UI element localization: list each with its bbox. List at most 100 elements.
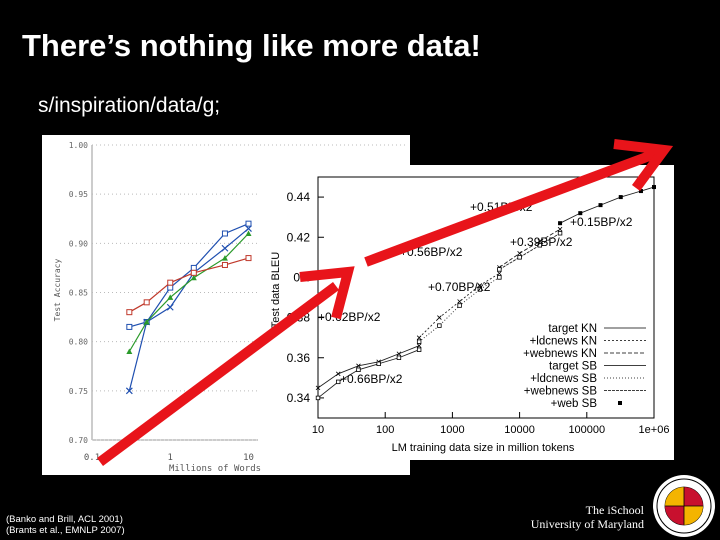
accuracy-ylabel: Test Accuracy bbox=[53, 259, 62, 322]
bleu-x-tick: 1000 bbox=[440, 424, 464, 436]
bleu-series-line bbox=[317, 345, 420, 389]
bleu-point bbox=[336, 379, 341, 385]
bleu-point bbox=[437, 323, 442, 328]
bleu-point bbox=[578, 211, 583, 216]
bleu-point bbox=[537, 243, 543, 248]
bleu-ylabel: Test data BLEU bbox=[270, 252, 282, 328]
bleu-y-tick: 0.34 bbox=[287, 391, 311, 405]
accuracy-x-tick: 0.1 bbox=[84, 453, 100, 463]
bleu-point bbox=[416, 343, 422, 348]
bleu-x-tick: 100 bbox=[376, 424, 394, 436]
bleu-annotation: +0.62BP/x2 bbox=[318, 310, 381, 324]
bleu-point bbox=[598, 203, 603, 208]
bleu-annotation: +0.39BP/x2 bbox=[510, 235, 573, 249]
accuracy-point bbox=[167, 284, 174, 291]
bleu-point bbox=[537, 238, 543, 244]
slide-subtitle: s/inspiration/data/g; bbox=[38, 94, 221, 117]
red-arrows bbox=[97, 139, 674, 467]
accuracy-series-line bbox=[128, 233, 249, 352]
accuracy-point bbox=[143, 319, 150, 325]
bleu-point bbox=[396, 351, 402, 357]
accuracy-point bbox=[126, 309, 133, 316]
accuracy-x-tick: 1 bbox=[168, 453, 173, 463]
bleu-point bbox=[558, 221, 563, 226]
accuracy-y-tick: 0.90 bbox=[69, 239, 88, 248]
bleu-point bbox=[315, 395, 321, 401]
bleu-point bbox=[497, 271, 502, 276]
bleu-legend-marker bbox=[618, 401, 622, 405]
accuracy-point bbox=[143, 299, 150, 306]
citation-line-2: (Brants et al., EMNLP 2007) bbox=[6, 525, 125, 536]
bleu-point bbox=[416, 335, 422, 340]
citation-block: (Banko and Brill, ACL 2001) (Brants et a… bbox=[6, 514, 125, 536]
accuracy-point bbox=[167, 294, 174, 300]
accuracy-point bbox=[190, 274, 197, 281]
bleu-point bbox=[497, 275, 502, 280]
bleu-legend-label: target SB bbox=[549, 361, 597, 373]
bleu-legend-label: +ldcnews KN bbox=[530, 336, 597, 348]
bleu-legend-label: +web SB bbox=[551, 398, 598, 410]
bleu-point bbox=[376, 361, 381, 366]
accuracy-point bbox=[245, 225, 252, 233]
bleu-legend-label: +webnews SB bbox=[524, 386, 598, 398]
bleu-point bbox=[652, 185, 656, 190]
bleu-series-line bbox=[499, 232, 561, 270]
bleu-point bbox=[437, 315, 442, 320]
accuracy-y-tick: 0.85 bbox=[69, 289, 88, 298]
accuracy-point bbox=[126, 323, 133, 330]
bleu-point bbox=[477, 283, 483, 288]
accuracy-point bbox=[126, 348, 133, 354]
bleu-annotation: +0.70BP/x2 bbox=[428, 280, 491, 294]
bleu-x-tick: 10 bbox=[312, 424, 324, 436]
bleu-point bbox=[416, 339, 422, 344]
bleu-y-tick: 0.42 bbox=[287, 230, 311, 244]
bleu-point bbox=[457, 303, 462, 308]
accuracy-point bbox=[190, 264, 197, 271]
accuracy-x-tick: 10 bbox=[243, 453, 254, 463]
bleu-point bbox=[517, 251, 522, 256]
bleu-annotation: +0.66BP/x2 bbox=[340, 372, 403, 386]
accuracy-y-tick: 0.95 bbox=[69, 190, 88, 199]
bleu-x-tick: 10000 bbox=[504, 424, 535, 436]
bleu-point bbox=[335, 371, 341, 377]
accuracy-point bbox=[190, 269, 197, 276]
bleu-point bbox=[557, 226, 563, 232]
arrow-head-right bbox=[613, 139, 674, 191]
bleu-point bbox=[315, 385, 321, 391]
university-seal-logo bbox=[653, 475, 715, 537]
bleu-legend-label: +ldcnews SB bbox=[530, 373, 597, 385]
slide-title: There’s nothing like more data! bbox=[22, 28, 481, 63]
bleu-xlabel: LM training data size in million tokens bbox=[392, 442, 575, 454]
accuracy-y-tick: 0.70 bbox=[69, 436, 88, 445]
bleu-x-tick: 100000 bbox=[568, 424, 605, 436]
bleu-point bbox=[517, 255, 522, 260]
accuracy-point bbox=[245, 230, 252, 236]
institution-line-2: University of Maryland bbox=[530, 517, 644, 531]
institution-line-1: The iSchool bbox=[585, 503, 644, 517]
accuracy-y-tick: 0.80 bbox=[69, 338, 88, 347]
accuracy-y-tick: 1.00 bbox=[69, 141, 88, 150]
bleu-y-tick: 0.36 bbox=[287, 351, 311, 365]
bleu-series-line bbox=[317, 349, 420, 399]
citation-line-1: (Banko and Brill, ACL 2001) bbox=[6, 514, 123, 525]
arrow-head-left bbox=[299, 266, 355, 320]
bleu-point bbox=[356, 367, 361, 372]
arrow-shaft-left bbox=[97, 281, 339, 467]
accuracy-point bbox=[245, 255, 252, 262]
bleu-series-line bbox=[499, 228, 561, 268]
bleu-point bbox=[416, 347, 422, 352]
bleu-point bbox=[457, 299, 462, 304]
bleu-series-line bbox=[559, 186, 655, 224]
bleu-x-tick: 1e+06 bbox=[639, 424, 670, 436]
accuracy-y-tick: 0.75 bbox=[69, 387, 88, 396]
bleu-annotation: +0.15BP/x2 bbox=[570, 215, 633, 229]
bleu-point bbox=[557, 231, 563, 236]
arrow-shaft-right bbox=[364, 147, 662, 267]
bleu-legend-label: target KN bbox=[548, 323, 597, 335]
accuracy-point bbox=[125, 387, 133, 395]
bleu-chart-bg bbox=[258, 165, 674, 460]
bleu-point bbox=[497, 267, 502, 272]
institution-block: The iSchool University of Maryland bbox=[531, 503, 644, 531]
accuracy-point bbox=[245, 220, 252, 227]
